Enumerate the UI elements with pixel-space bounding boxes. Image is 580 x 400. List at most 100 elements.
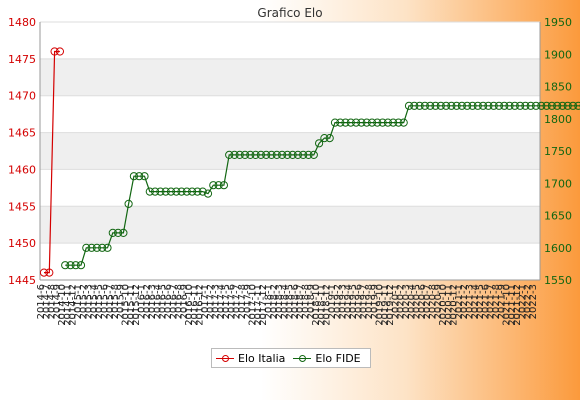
data-point: [558, 101, 567, 110]
data-point: [278, 150, 287, 159]
x-tick-label: 2016-12: [195, 284, 206, 326]
x-tick-label: 2019-11: [380, 284, 391, 326]
x-tick-label: 2022-1: [517, 284, 528, 319]
x-tick-label: 2017-2: [205, 284, 216, 319]
x-tick-label: 2017-11: [253, 284, 264, 326]
left-tick-label: 1480: [8, 16, 36, 29]
data-point: [156, 187, 165, 196]
x-tick-label: 2015-3: [84, 284, 95, 319]
data-point: [124, 199, 133, 208]
data-point: [55, 47, 65, 56]
data-point: [373, 118, 382, 127]
x-tick-label: 2014-9: [52, 284, 63, 319]
left-tick-label: 1475: [8, 53, 36, 66]
x-tick-label: 2021-2: [459, 284, 470, 319]
x-tick-label: 2016-2: [142, 284, 153, 319]
data-point: [45, 268, 54, 277]
data-point: [352, 118, 361, 127]
x-tick-label: 2018-2: [269, 284, 280, 319]
series-elo-fide: [61, 101, 580, 270]
right-tick-label: 1850: [544, 81, 572, 94]
data-point: [357, 118, 366, 127]
left-tick-label: 1455: [8, 200, 36, 213]
right-tick-label: 1600: [544, 242, 572, 255]
x-tick-label: 2021-1: [454, 284, 465, 319]
x-tick-label: 2014-6: [36, 284, 47, 319]
x-tick-label: 2014-11: [62, 284, 73, 326]
data-point: [494, 101, 504, 110]
x-tick-label: 2020-5: [412, 284, 423, 319]
data-point: [330, 118, 340, 127]
data-point: [457, 101, 466, 110]
right-tick-label: 1550: [544, 274, 572, 287]
x-tick-label: 2022-2: [523, 284, 534, 319]
data-point: [145, 187, 154, 196]
x-tick-label: 2019-4: [343, 284, 354, 319]
x-tick-label: 2017-7: [232, 284, 243, 319]
x-tick-label: 2020-9: [433, 284, 444, 319]
elo-fide-marker-icon: [293, 353, 312, 363]
x-tick-label: 2015-4: [89, 284, 100, 319]
data-point: [76, 261, 86, 270]
data-point: [219, 181, 228, 190]
data-point: [420, 101, 429, 110]
left-tick-label: 1465: [8, 127, 36, 140]
data-point: [547, 101, 557, 110]
data-point: [188, 187, 197, 196]
elo-italia-marker-icon: [216, 353, 234, 363]
x-tick-label: 2015-10: [121, 284, 132, 326]
data-point: [516, 101, 525, 110]
x-tick-label: 2021-8: [491, 284, 502, 319]
data-point: [442, 101, 451, 110]
data-point: [410, 101, 419, 110]
x-tick-label: 2015-6: [99, 284, 110, 319]
data-point: [135, 172, 144, 181]
right-tick-label: 1700: [544, 177, 572, 190]
x-tick-label: 2017-10: [248, 284, 259, 326]
series-line: [65, 105, 580, 266]
data-point: [367, 118, 377, 127]
x-tick-label: 2020-10: [438, 284, 449, 326]
x-tick-label: 2020-6: [417, 284, 428, 319]
left-tick-label: 1450: [8, 237, 36, 250]
x-tick-label: 2015-12: [131, 284, 142, 326]
x-axis-ticks: 2014-62014-72014-82014-92014-102014-1120…: [36, 284, 539, 326]
left-tick-label: 1445: [8, 274, 36, 287]
data-point: [320, 134, 329, 143]
x-tick-label: 2015-7: [105, 284, 116, 319]
x-tick-label: 2016-11: [189, 284, 200, 326]
data-point: [537, 101, 546, 110]
x-tick-label: 2021-7: [486, 284, 497, 319]
data-point: [362, 118, 371, 127]
right-tick-label: 1900: [544, 48, 572, 61]
data-point: [92, 243, 102, 252]
x-tick-label: 2014-7: [41, 284, 52, 319]
right-tick-label: 1950: [544, 16, 572, 29]
x-tick-label: 2016-3: [147, 284, 158, 319]
x-tick-label: 2017-6: [226, 284, 237, 319]
data-point: [574, 101, 580, 110]
x-tick-label: 2018-7: [295, 284, 306, 319]
x-tick-label: 2019-12: [385, 284, 396, 326]
x-tick-label: 2019-2: [332, 284, 343, 319]
data-point: [299, 150, 308, 159]
data-point: [172, 187, 181, 196]
x-tick-label: 2014-10: [57, 284, 68, 326]
x-tick-label: 2021-9: [496, 284, 507, 319]
data-point: [50, 47, 59, 56]
x-tick-label: 2019-1: [327, 284, 338, 319]
chart-title: Grafico Elo: [257, 6, 322, 20]
data-point: [256, 150, 265, 159]
x-tick-label: 2014-12: [68, 284, 79, 326]
x-tick-label: 2016-9: [179, 284, 190, 319]
data-point: [114, 228, 123, 237]
x-tick-label: 2017-1: [200, 284, 211, 319]
x-tick-label: 2020-8: [427, 284, 438, 319]
data-point: [119, 228, 128, 237]
data-point: [203, 189, 213, 198]
x-tick-label: 2017-5: [221, 284, 232, 319]
data-point: [521, 101, 530, 110]
plot-band: [40, 132, 540, 170]
data-point: [468, 101, 477, 110]
